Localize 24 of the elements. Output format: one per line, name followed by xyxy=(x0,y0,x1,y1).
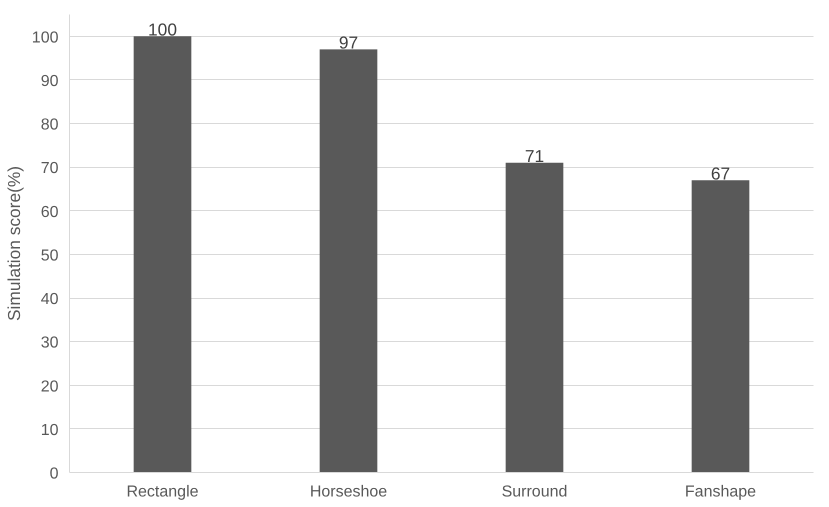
bar xyxy=(320,49,378,472)
y-tick-label: 20 xyxy=(40,378,59,396)
bar xyxy=(134,36,192,472)
y-tick-label: 40 xyxy=(40,291,59,308)
x-tick-label: Horseshoe xyxy=(310,484,388,500)
x-tick-label: Surround xyxy=(502,484,568,500)
data-label: 97 xyxy=(338,32,358,52)
bar xyxy=(506,162,564,472)
y-tick-label: 10 xyxy=(40,422,59,439)
y-tick-label: 30 xyxy=(40,334,59,352)
data-label: 67 xyxy=(710,163,730,184)
y-tick-label: 80 xyxy=(40,116,59,134)
data-label: 100 xyxy=(148,19,177,40)
y-axis-title: Simulation score(%) xyxy=(4,166,24,322)
data-label: 71 xyxy=(524,146,544,166)
y-tick-label: 100 xyxy=(32,29,59,46)
bar xyxy=(692,180,750,472)
y-tick-label: 70 xyxy=(40,160,59,178)
x-tick-label: Rectangle xyxy=(126,484,199,500)
y-tick-label: 50 xyxy=(40,247,59,264)
y-tick-label: 0 xyxy=(50,466,59,482)
x-tick-label: Fanshape xyxy=(684,484,756,500)
y-tick-label: 60 xyxy=(40,204,59,221)
y-tick-label: 90 xyxy=(40,72,59,90)
